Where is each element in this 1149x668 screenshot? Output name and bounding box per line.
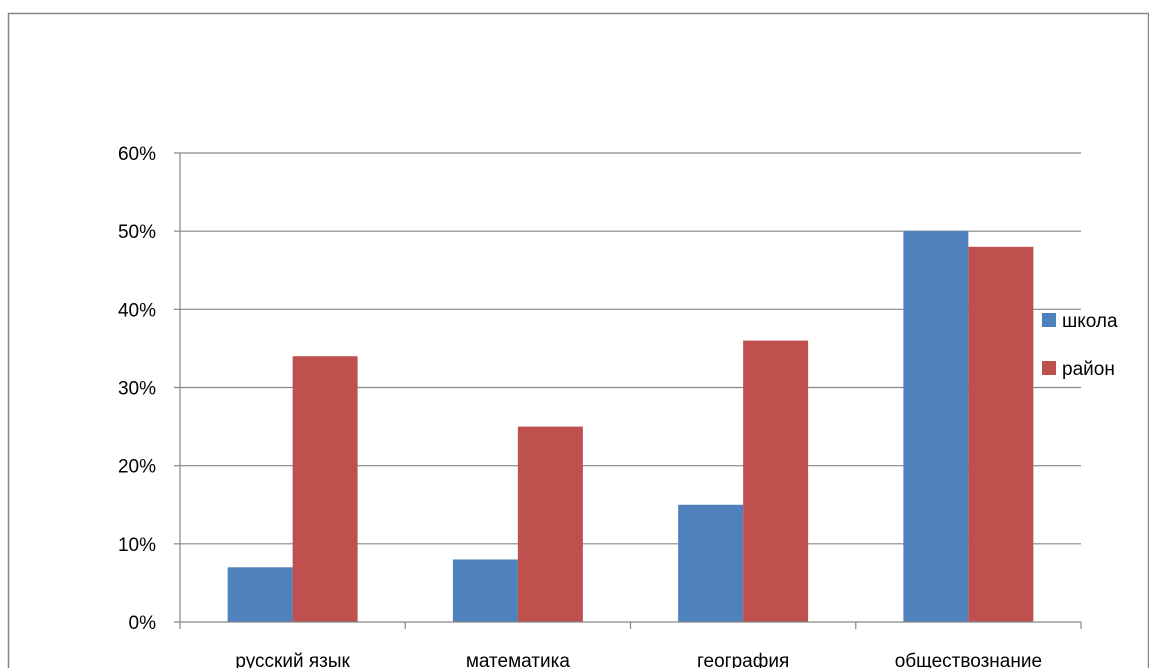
x-axis xyxy=(179,153,1082,629)
bar-школа-русский язык xyxy=(227,567,293,622)
y-tick-label: 40% xyxy=(118,300,156,321)
bars xyxy=(227,231,1034,623)
y-tick-label: 10% xyxy=(118,535,156,556)
bar-школа-математика xyxy=(452,559,518,622)
bar-школа-география xyxy=(678,504,744,622)
bar-школа-обществознание xyxy=(903,231,969,622)
category-label: обществознание xyxy=(895,651,1042,668)
category-label: математика xyxy=(466,651,571,668)
legend: школа район xyxy=(1042,311,1118,380)
legend-swatch xyxy=(1042,313,1056,327)
y-tick-label: 20% xyxy=(118,457,156,478)
bar-район-математика xyxy=(517,426,583,622)
category-labels: русский язык математика география обществоз… xyxy=(235,651,1042,668)
legend-label: школа xyxy=(1062,311,1118,332)
legend-swatch xyxy=(1042,361,1056,375)
y-tick-label: 30% xyxy=(118,379,156,400)
y-tick-label: 60% xyxy=(118,144,156,165)
bar-район-обществознание xyxy=(968,246,1034,623)
category-label: география xyxy=(697,651,789,668)
category-label: русский язык xyxy=(235,651,350,668)
y-axis-ticks: 0% 10% 20% 30% 40% 50% 60% xyxy=(118,144,180,634)
bar-район-география xyxy=(743,340,809,622)
bar-район-русский язык xyxy=(292,356,358,622)
y-tick-label: 0% xyxy=(129,613,157,634)
legend-label: район xyxy=(1062,359,1115,380)
y-tick-label: 50% xyxy=(118,222,156,243)
